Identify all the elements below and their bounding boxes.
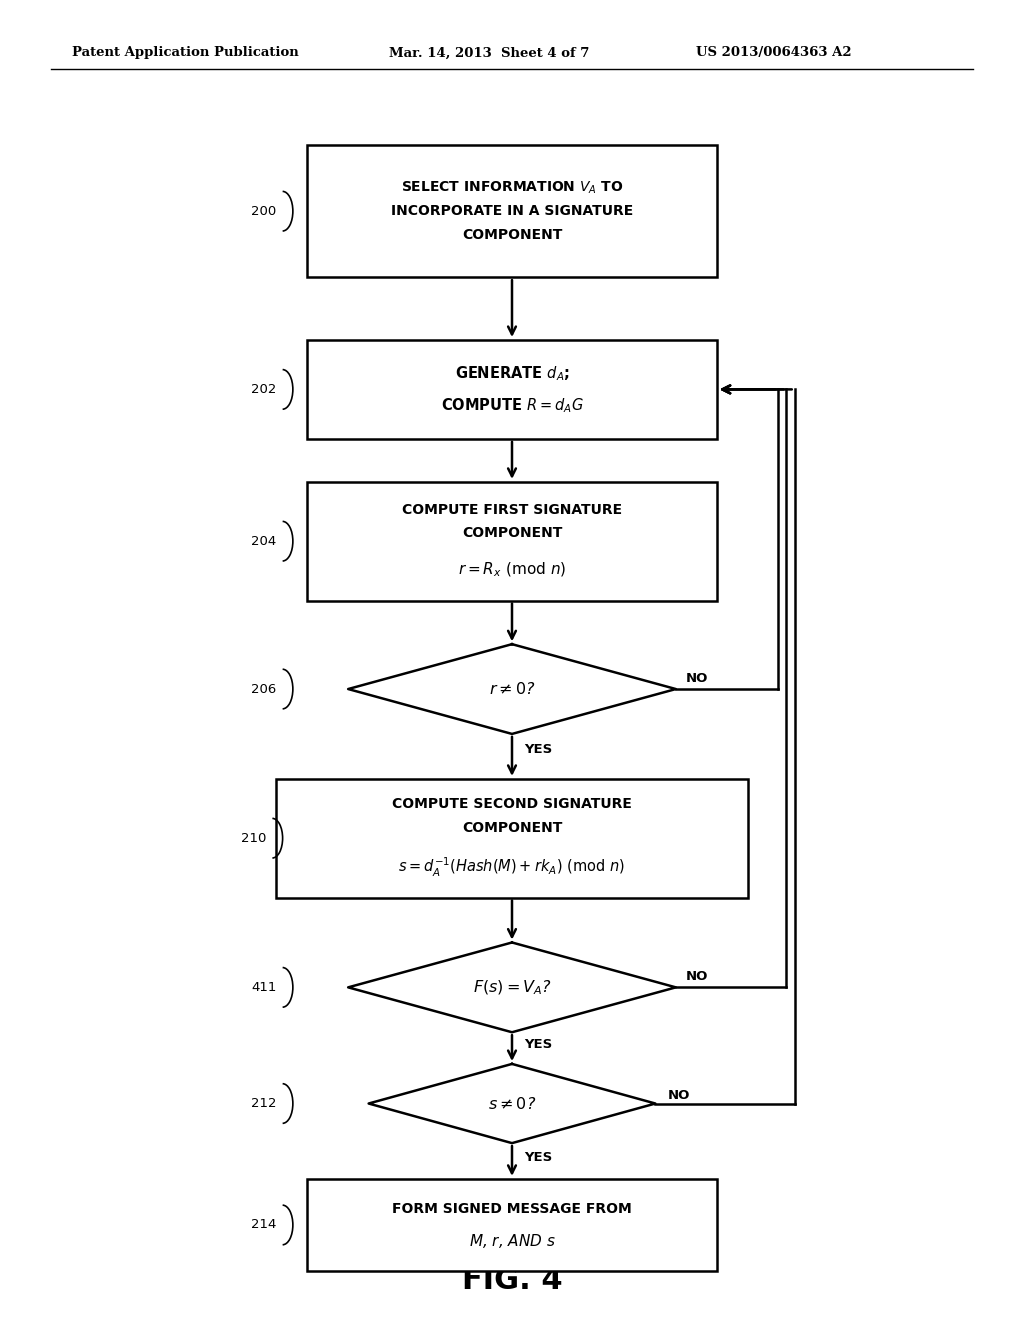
Text: 411: 411 [251, 981, 276, 994]
Bar [307, 341, 717, 438]
Text: COMPONENT: COMPONENT [462, 821, 562, 834]
Text: 210: 210 [241, 832, 266, 845]
Text: COMPUTE $R = d_A G$: COMPUTE $R = d_A G$ [440, 396, 584, 414]
Bar [276, 779, 748, 898]
Text: NO: NO [686, 970, 709, 983]
Text: US 2013/0064363 A2: US 2013/0064363 A2 [696, 46, 852, 59]
Text: YES: YES [524, 1151, 553, 1164]
Bar [307, 482, 717, 601]
Text: $r = R_x\ (\mathrm{mod}\ n)$: $r = R_x\ (\mathrm{mod}\ n)$ [458, 561, 566, 579]
Text: FIG. 4: FIG. 4 [462, 1266, 562, 1295]
Text: YES: YES [524, 743, 553, 756]
Text: COMPUTE SECOND SIGNATURE: COMPUTE SECOND SIGNATURE [392, 797, 632, 810]
Text: 204: 204 [251, 535, 276, 548]
Text: FORM SIGNED MESSAGE FROM: FORM SIGNED MESSAGE FROM [392, 1203, 632, 1216]
Text: $s \neq 0$?: $s \neq 0$? [487, 1096, 537, 1111]
Text: NO: NO [668, 1089, 690, 1102]
Text: NO: NO [686, 672, 709, 685]
Text: 206: 206 [251, 682, 276, 696]
Bar [307, 145, 717, 277]
Text: 212: 212 [251, 1097, 276, 1110]
Text: INCORPORATE IN A SIGNATURE: INCORPORATE IN A SIGNATURE [391, 205, 633, 218]
Text: GENERATE $d_A$;: GENERATE $d_A$; [455, 364, 569, 383]
Bar [307, 1179, 717, 1271]
Text: $M$, $r$, AND $s$: $M$, $r$, AND $s$ [469, 1232, 555, 1250]
Text: $s = d_A^{-1}(Hash(M) + rk_A)\ (\mathrm{mod}\ n)$: $s = d_A^{-1}(Hash(M) + rk_A)\ (\mathrm{… [398, 855, 626, 879]
Text: Patent Application Publication: Patent Application Publication [72, 46, 298, 59]
Text: 202: 202 [251, 383, 276, 396]
Text: Mar. 14, 2013  Sheet 4 of 7: Mar. 14, 2013 Sheet 4 of 7 [389, 46, 590, 59]
Text: $r \neq 0$?: $r \neq 0$? [488, 681, 536, 697]
Text: COMPONENT: COMPONENT [462, 527, 562, 540]
Text: YES: YES [524, 1039, 553, 1052]
Text: COMPUTE FIRST SIGNATURE: COMPUTE FIRST SIGNATURE [402, 503, 622, 516]
Text: COMPONENT: COMPONENT [462, 228, 562, 242]
Text: 200: 200 [251, 205, 276, 218]
Text: 214: 214 [251, 1218, 276, 1232]
Text: $F(s) = V_A$?: $F(s) = V_A$? [472, 978, 552, 997]
Text: SELECT INFORMATION $V_A$ TO: SELECT INFORMATION $V_A$ TO [400, 180, 624, 195]
